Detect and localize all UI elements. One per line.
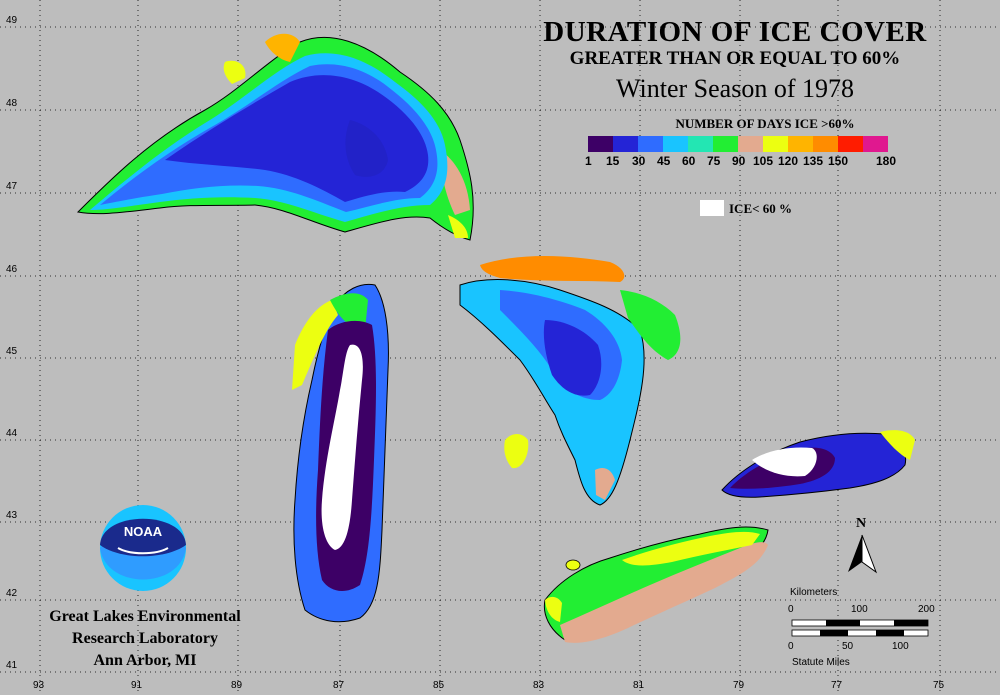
org-name-line2: Research Laboratory	[72, 630, 218, 647]
legend-tick: 135	[803, 154, 824, 168]
lat-label: 42	[6, 588, 18, 599]
legend-tick: 60	[682, 154, 696, 168]
legend-title: NUMBER OF DAYS ICE >60%	[675, 116, 855, 131]
lon-label: 91	[131, 680, 143, 691]
lake-superior	[76, 33, 474, 241]
scale-mi-tick: 100	[892, 641, 909, 652]
lon-label: 83	[533, 680, 545, 691]
scale-km-title: Kilometers	[790, 587, 838, 598]
ice-label: ICE< 60 %	[729, 201, 793, 216]
lat-label: 48	[6, 98, 18, 109]
legend-tick: 150	[828, 154, 849, 168]
legend-tick: 105	[753, 154, 774, 168]
lat-label: 41	[6, 660, 18, 671]
noaa-logo: NOAA	[100, 505, 186, 591]
legend-tick: 90	[732, 154, 746, 168]
scale-bar	[791, 619, 929, 637]
lon-label: 81	[633, 680, 645, 691]
map-subtitle: GREATER THAN OR EQUAL TO 60%	[569, 48, 901, 69]
north-label: N	[856, 516, 866, 531]
lat-label: 43	[6, 510, 18, 521]
ice-swatch	[700, 200, 724, 216]
scale-km-tick: 0	[788, 604, 794, 615]
lake-erie	[543, 526, 769, 643]
lon-label: 85	[433, 680, 445, 691]
lon-label: 79	[733, 680, 745, 691]
north-arrow-icon	[848, 534, 878, 574]
noaa-logo-text: NOAA	[124, 524, 163, 539]
legend-tick: 1	[585, 154, 592, 168]
lake-michigan	[292, 283, 389, 623]
lat-label: 44	[6, 428, 18, 439]
lon-label: 77	[831, 680, 843, 691]
lat-label: 49	[6, 15, 18, 26]
org-location: Ann Arbor, MI	[93, 652, 197, 669]
legend-colorbar	[588, 136, 888, 152]
scale-km-tick: 200	[918, 604, 935, 615]
legend-tick: 15	[606, 154, 620, 168]
lon-label: 93	[33, 680, 45, 691]
scale-mi-title: Statute Miles	[792, 657, 850, 668]
lake-st-clair	[565, 559, 581, 571]
lat-label: 46	[6, 264, 18, 275]
lake-huron	[459, 256, 681, 506]
legend-tick: 120	[778, 154, 799, 168]
legend-tick: 30	[632, 154, 646, 168]
lon-label: 75	[933, 680, 945, 691]
scale-mi-tick: 50	[842, 641, 854, 652]
lon-label: 89	[231, 680, 243, 691]
lon-label: 87	[333, 680, 345, 691]
lat-label: 47	[6, 181, 18, 192]
map-title: DURATION OF ICE COVER	[543, 16, 927, 48]
legend-tick: 75	[707, 154, 721, 168]
lat-label: 45	[6, 346, 18, 357]
lake-ontario	[721, 430, 915, 498]
legend-tick: 45	[657, 154, 671, 168]
map-season: Winter Season of 1978	[616, 74, 854, 103]
org-name-line1: Great Lakes Environmental	[49, 608, 241, 625]
legend-tick: 180	[876, 154, 897, 168]
scale-km-tick: 100	[851, 604, 868, 615]
scale-mi-tick: 0	[788, 641, 794, 652]
